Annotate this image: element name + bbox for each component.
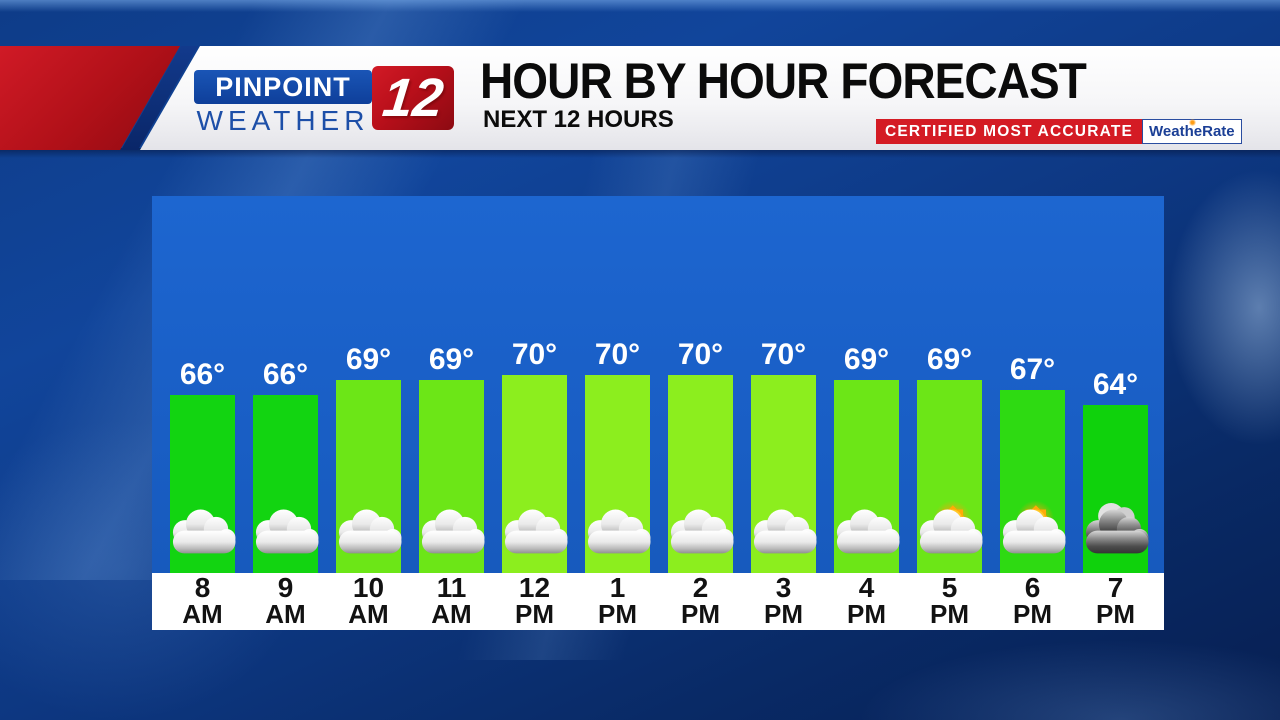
hour-text: 9 bbox=[277, 572, 294, 603]
temp-label: 67° bbox=[1009, 353, 1056, 386]
meridiem-text: PM bbox=[1013, 599, 1052, 629]
meridiem-text: PM bbox=[598, 599, 637, 629]
cloudy-icon bbox=[338, 509, 401, 554]
weather-icon-wrap bbox=[827, 499, 906, 559]
logo-line2: WEATHER bbox=[196, 105, 370, 136]
hour-text: 1 bbox=[609, 572, 626, 603]
hour-text: 7 bbox=[1107, 572, 1124, 603]
meridiem-text: PM bbox=[1096, 599, 1135, 629]
temp-label: 70° bbox=[760, 338, 807, 371]
cloudy-icon bbox=[587, 509, 650, 554]
cloudy-icon bbox=[753, 509, 816, 554]
weather-icon-wrap bbox=[661, 499, 740, 559]
cloudy-icon bbox=[255, 509, 318, 554]
weather-icon-wrap bbox=[495, 499, 574, 559]
cloudy-icon bbox=[670, 509, 733, 554]
time-axis: 8 AM 9 AM 10 AM 11 AM 12 PM 1 PM 2 PM 3 PM 4 PM 5 PM 6 PM 7 PM bbox=[152, 573, 1164, 630]
hour-text: 6 bbox=[1024, 572, 1041, 603]
background-top-band bbox=[0, 0, 1280, 12]
meridiem-text: AM bbox=[431, 599, 472, 629]
meridiem-text: AM bbox=[265, 599, 306, 629]
meridiem-text: PM bbox=[930, 599, 969, 629]
temp-label: 64° bbox=[1092, 368, 1139, 401]
temp-label: 69° bbox=[843, 343, 890, 376]
weather-icon-wrap bbox=[412, 499, 491, 559]
time-label: 11 AM bbox=[410, 572, 493, 629]
temp-label: 70° bbox=[594, 338, 641, 371]
time-label: 6 PM bbox=[991, 572, 1074, 629]
time-label: 8 AM bbox=[161, 572, 244, 629]
logo-line1: PINPOINT bbox=[215, 71, 351, 102]
cloudy-icon bbox=[172, 509, 235, 554]
meridiem-text: AM bbox=[182, 599, 223, 629]
time-label: 5 PM bbox=[908, 572, 991, 629]
time-label: 7 PM bbox=[1074, 572, 1157, 629]
weather-icon-wrap bbox=[246, 499, 325, 559]
time-label: 10 AM bbox=[327, 572, 410, 629]
meridiem-text: AM bbox=[348, 599, 389, 629]
time-label: 12 PM bbox=[493, 572, 576, 629]
hour-text: 3 bbox=[775, 572, 792, 603]
partly-sunny-icon bbox=[919, 500, 982, 554]
weather-icon-wrap bbox=[329, 499, 408, 559]
cloudy-icon bbox=[421, 509, 484, 554]
weather-icon-wrap bbox=[1076, 499, 1155, 559]
pinpoint-logo: PINPOINT bbox=[194, 70, 372, 104]
page-subtitle: NEXT 12 HOURS bbox=[483, 106, 674, 133]
meridiem-text: PM bbox=[847, 599, 886, 629]
weatherate-label: WeatheRate bbox=[1149, 123, 1235, 140]
temp-label: 70° bbox=[677, 338, 724, 371]
weatherate-sun-icon bbox=[1189, 119, 1197, 126]
meridiem-text: PM bbox=[764, 599, 803, 629]
weather-icon-wrap bbox=[744, 499, 823, 559]
hour-text: 12 bbox=[518, 572, 551, 603]
temp-label: 69° bbox=[345, 343, 392, 376]
hour-text: 2 bbox=[692, 572, 709, 603]
banner-shadow bbox=[0, 148, 1280, 158]
cloudy-icon bbox=[836, 509, 899, 554]
hour-text: 11 bbox=[436, 572, 467, 603]
time-label: 4 PM bbox=[825, 572, 908, 629]
channel-number: 12 bbox=[379, 68, 447, 128]
weather-icon-wrap bbox=[163, 499, 242, 559]
time-label: 3 PM bbox=[742, 572, 825, 629]
temp-label: 70° bbox=[511, 338, 558, 371]
weather-icon-wrap bbox=[910, 499, 989, 559]
hour-text: 8 bbox=[194, 572, 211, 603]
weather-icon-wrap bbox=[993, 499, 1072, 559]
temp-label: 66° bbox=[179, 358, 226, 391]
hour-text: 5 bbox=[941, 572, 958, 603]
temp-label: 66° bbox=[262, 358, 309, 391]
weather-icon-wrap bbox=[578, 499, 657, 559]
hour-text: 4 bbox=[858, 572, 875, 603]
channel-12-logo: 12 bbox=[372, 66, 454, 130]
time-label: 2 PM bbox=[659, 572, 742, 629]
time-label: 9 AM bbox=[244, 572, 327, 629]
partly-sunny-icon bbox=[1002, 500, 1065, 554]
dark-cloudy-icon bbox=[1085, 503, 1148, 554]
cloudy-icon bbox=[504, 509, 567, 554]
certification-row: CERTIFIED MOST ACCURATE WeatheRate bbox=[876, 119, 1242, 144]
meridiem-text: PM bbox=[515, 599, 554, 629]
hour-text: 10 bbox=[352, 572, 385, 603]
header-banner: PINPOINT WEATHER 12 HOUR BY HOUR FORECAS… bbox=[140, 46, 1280, 150]
page-title: HOUR BY HOUR FORECAST bbox=[480, 53, 1087, 109]
chart-panel: 66° 66° 69° 69° 70° 70° 70° 70° 69° 69° 67° 64° bbox=[152, 196, 1164, 573]
temp-label: 69° bbox=[428, 343, 475, 376]
time-label: 1 PM bbox=[576, 572, 659, 629]
meridiem-text: PM bbox=[681, 599, 720, 629]
certified-badge: CERTIFIED MOST ACCURATE bbox=[876, 119, 1143, 144]
temp-label: 69° bbox=[926, 343, 973, 376]
weatherate-logo: WeatheRate bbox=[1142, 119, 1242, 144]
